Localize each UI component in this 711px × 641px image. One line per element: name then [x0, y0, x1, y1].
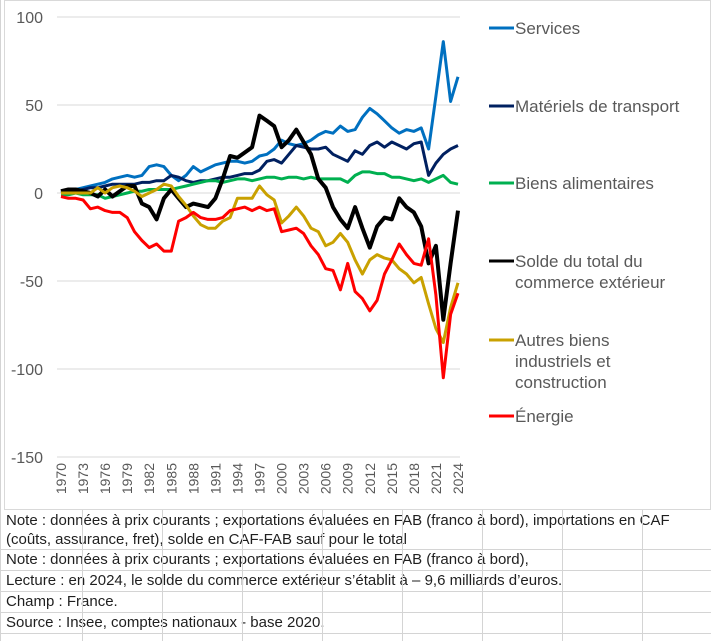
x-tick-label: 2009: [340, 463, 356, 494]
x-tick-label: 2006: [318, 463, 334, 494]
source-text: Source : Insee, comptes nationaux - base…: [6, 614, 325, 631]
legend-label: Solde du total du: [515, 252, 643, 271]
series-line-energie[interactable]: [60, 195, 460, 380]
x-tick-label: 2003: [296, 463, 312, 494]
y-tick-label: -150: [11, 450, 43, 467]
x-axis-ticks: 1970 1973 1976 1979 1982 1985 1988 1991 1994 1997…: [53, 463, 466, 494]
legend-label: construction: [515, 373, 607, 392]
chart-object[interactable]: 100 50 0 -50 -100 -150 1970 1973 1976 1979 1982 19…: [4, 0, 711, 510]
note-short-text: Note : données à prix courants ; exporta…: [6, 551, 529, 568]
note-short-row[interactable]: Note : données à prix courants ; exporta…: [0, 550, 711, 571]
legend-item[interactable]: Matériels de transport: [489, 97, 680, 116]
lecture-text: Lecture : en 2024, le solde du commerce …: [6, 572, 563, 589]
x-tick-label: 2000: [274, 463, 290, 494]
y-tick-label: -50: [20, 274, 43, 291]
x-tick-label: 1991: [207, 463, 223, 494]
legend-item[interactable]: Autres biens industriels et construction: [489, 331, 611, 392]
x-tick-label: 1982: [141, 463, 157, 494]
y-tick-label: 50: [25, 98, 43, 115]
champ-row[interactable]: Champ : France.: [0, 592, 711, 613]
y-tick-label: 0: [34, 186, 43, 203]
x-tick-label: 1970: [53, 463, 69, 494]
series-line-solde-du-total-du-commerce-exterieur[interactable]: [60, 113, 460, 322]
note-full-text: Note : données à prix courants ; exporta…: [6, 512, 670, 548]
x-tick-label: 2021: [428, 463, 444, 494]
legend-label: industriels et: [515, 352, 611, 371]
legend-label: Services: [515, 19, 580, 38]
x-tick-label: 1988: [185, 463, 201, 494]
series-lines: [60, 40, 460, 380]
sheet-left-border: [0, 0, 1, 641]
lecture-row[interactable]: Lecture : en 2024, le solde du commerce …: [0, 571, 711, 592]
legend-label: Matériels de transport: [515, 97, 680, 116]
x-tick-label: 1979: [119, 463, 135, 494]
y-axis-ticks: 100 50 0 -50 -100 -150: [11, 10, 43, 467]
gridlines: [57, 16, 460, 458]
x-tick-label: 2024: [450, 463, 466, 494]
legend-item[interactable]: Biens alimentaires: [489, 174, 654, 193]
legend-label: Biens alimentaires: [515, 174, 654, 193]
x-tick-label: 1994: [229, 463, 245, 494]
y-tick-label: 100: [16, 10, 43, 27]
x-tick-label: 1976: [97, 463, 113, 494]
legend-label: Autres biens: [515, 331, 610, 350]
series-line-services[interactable]: [60, 40, 460, 193]
legend-item[interactable]: Services: [489, 19, 580, 38]
x-tick-label: 2018: [406, 463, 422, 494]
legend-item[interactable]: Solde du total du commerce extérieur: [489, 252, 666, 292]
x-tick-label: 2015: [384, 463, 400, 494]
note-full-row[interactable]: Note : données à prix courants ; exporta…: [0, 510, 711, 550]
champ-text: Champ : France.: [6, 593, 118, 610]
legend: Services Matériels de transport Biens alim…: [489, 19, 680, 426]
x-tick-label: 1985: [163, 463, 179, 494]
x-tick-label: 2012: [362, 463, 378, 494]
notes-area: Note : données à prix courants ; exporta…: [0, 510, 711, 634]
source-row[interactable]: Source : Insee, comptes nationaux - base…: [0, 613, 711, 634]
y-tick-label: -100: [11, 362, 43, 379]
x-tick-label: 1973: [75, 463, 91, 494]
series-line-biens-alimentaires[interactable]: [61, 170, 459, 200]
legend-label: commerce extérieur: [515, 273, 666, 292]
legend-item[interactable]: Énergie: [489, 407, 574, 426]
legend-label: Énergie: [515, 407, 574, 426]
x-tick-label: 1997: [252, 463, 268, 494]
